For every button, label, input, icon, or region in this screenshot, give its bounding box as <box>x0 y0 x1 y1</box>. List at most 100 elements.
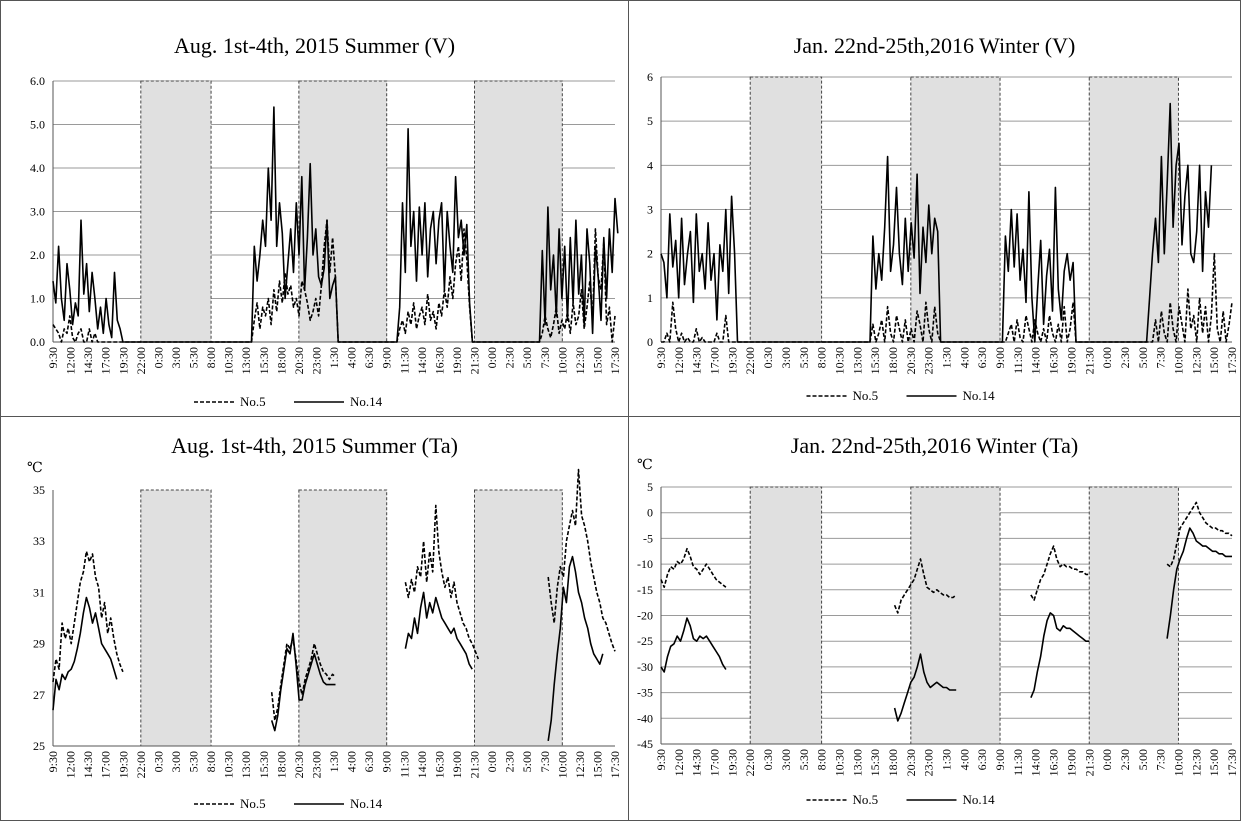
x-tick-label: 10:00 <box>555 751 569 778</box>
y-tick-label: 35 <box>33 483 45 497</box>
chart-title: Jan. 22nd-25th,2016 Winter (V) <box>794 33 1076 58</box>
x-tick-label: 2:30 <box>1118 749 1132 770</box>
x-tick-label: 3:00 <box>169 751 183 772</box>
x-tick-label: 6:30 <box>362 751 376 772</box>
x-tick-label: 19:30 <box>116 751 130 778</box>
x-tick-label: 14:30 <box>81 751 95 778</box>
x-tick-label: 16:30 <box>1047 347 1061 374</box>
chart-panel-summer-v: Aug. 1st-4th, 2015 Summer (V) 0.0 1.0 2.0 3.… <box>0 0 629 417</box>
chart-summer-ta: Aug. 1st-4th, 2015 Summer (Ta) ℃ 25 27 29 31 3… <box>27 433 622 811</box>
x-tick-label: 19:00 <box>450 751 464 778</box>
x-tick-label: 9:30 <box>46 751 60 772</box>
x-tick-label: 9:30 <box>46 347 60 368</box>
y-tick-label: 27 <box>33 688 45 702</box>
legend-label-no14: No.14 <box>963 388 996 403</box>
x-tick-label: 7:30 <box>1154 347 1168 368</box>
x-tick-label: 1:30 <box>940 347 954 368</box>
x-tick-label: 11:30 <box>1011 749 1025 776</box>
x-tick-label: 0:30 <box>151 347 165 368</box>
x-tick-label: 11:30 <box>397 347 411 374</box>
x-tick-label: 13:00 <box>850 749 864 776</box>
x-tick-label: 14:00 <box>415 751 429 778</box>
night-band <box>474 80 563 343</box>
x-tick-label: 10:00 <box>1171 749 1185 776</box>
x-tick-label: 22:00 <box>134 751 148 778</box>
x-tick-label: 6:30 <box>975 347 989 368</box>
x-tick-label: 8:00 <box>815 347 829 368</box>
x-tick-label: 14:00 <box>415 347 429 374</box>
x-tick-label: 5:30 <box>797 347 811 368</box>
x-tick-label: 18:00 <box>886 347 900 374</box>
legend-label-no14: No.14 <box>350 796 383 811</box>
x-tick-label: 8:00 <box>204 347 218 368</box>
x-tick-label: 10:30 <box>222 751 236 778</box>
x-tick-label: 0:00 <box>1100 749 1114 770</box>
x-tick-label: 12:00 <box>64 751 78 778</box>
x-tick-label: 15:00 <box>590 751 604 778</box>
x-tick-label: 21:30 <box>1082 749 1096 776</box>
y-tick-label: 4 <box>647 158 653 172</box>
x-tick-label: 15:30 <box>868 347 882 374</box>
x-tick-label: 9:00 <box>380 751 394 772</box>
x-tick-label: 19:30 <box>116 347 130 374</box>
x-tick-label: 5:00 <box>520 751 534 772</box>
x-tick-label: 7:30 <box>538 751 552 772</box>
x-tick-label: 5:30 <box>187 751 201 772</box>
chart-winter-ta: Jan. 22nd-25th,2016 Winter (Ta) ℃ -45 -40 -3… <box>637 433 1239 807</box>
x-tick-label: 12:00 <box>672 347 686 374</box>
x-tick-label: 15:00 <box>590 347 604 374</box>
night-band <box>1088 76 1179 343</box>
x-tick-label: 14:30 <box>81 347 95 374</box>
x-tick-label: 6:30 <box>362 347 376 368</box>
y-tick-label: 0 <box>647 335 653 349</box>
series-line-no14 <box>52 106 619 343</box>
chart-panel-summer-ta: Aug. 1st-4th, 2015 Summer (Ta) ℃ 25 27 29 31 3… <box>0 416 629 821</box>
y-tick-label: -20 <box>637 609 653 623</box>
series-line-no14 <box>52 555 604 742</box>
legend-label-no5: No.5 <box>240 796 266 811</box>
x-tick-label: 16:30 <box>432 347 446 374</box>
x-tick-label: 7:30 <box>1154 749 1168 770</box>
x-tick-label: 20:30 <box>904 347 918 374</box>
x-tick-label: 11:30 <box>1011 347 1025 374</box>
y-tick-label: -5 <box>643 531 653 545</box>
night-band <box>474 489 563 747</box>
y-tick-label: -30 <box>637 660 653 674</box>
x-tick-label: 12:30 <box>1189 749 1203 776</box>
y-tick-label: 6.0 <box>30 74 45 88</box>
y-tick-label: 29 <box>33 637 45 651</box>
series-line-no14 <box>660 527 1232 722</box>
legend-label-no14: No.14 <box>963 792 996 807</box>
legend: No.5 No.14 <box>194 394 383 409</box>
x-tick-label: 15:00 <box>1207 347 1221 374</box>
x-tick-label: 12:30 <box>1189 347 1203 374</box>
y-tick-label: 33 <box>33 534 45 548</box>
chart-summer-v: Aug. 1st-4th, 2015 Summer (V) 0.0 1.0 2.0 3.… <box>30 33 622 409</box>
x-tick-label: 23:00 <box>922 347 936 374</box>
x-tick-label: 17:30 <box>1225 347 1239 374</box>
x-tick-label: 20:30 <box>292 347 306 374</box>
x-tick-label: 18:00 <box>274 751 288 778</box>
y-tick-label: 1.0 <box>30 292 45 306</box>
y-unit-label: ℃ <box>637 458 653 473</box>
x-tick-label: 18:00 <box>274 347 288 374</box>
y-tick-label: 5 <box>647 480 653 494</box>
y-tick-label: -15 <box>637 583 653 597</box>
x-tick-label: 5:00 <box>1136 347 1150 368</box>
x-tick-label: 10:00 <box>555 347 569 374</box>
x-tick-label: 23:00 <box>309 347 323 374</box>
x-tick-label: 1:30 <box>327 751 341 772</box>
x-tick-label: 4:00 <box>957 749 971 770</box>
x-tick-label: 14:00 <box>1029 749 1043 776</box>
y-tick-label: -25 <box>637 634 653 648</box>
x-tick-label: 15:30 <box>257 347 271 374</box>
x-tick-label: 10:00 <box>1171 347 1185 374</box>
x-tick-label: 20:30 <box>904 749 918 776</box>
x-tick-label: 8:00 <box>815 749 829 770</box>
x-tick-label: 18:00 <box>886 749 900 776</box>
legend: No.5 No.14 <box>194 796 383 811</box>
x-tick-label: 0:00 <box>1100 347 1114 368</box>
y-tick-label: 1 <box>647 291 653 305</box>
x-tick-label: 0:30 <box>761 347 775 368</box>
